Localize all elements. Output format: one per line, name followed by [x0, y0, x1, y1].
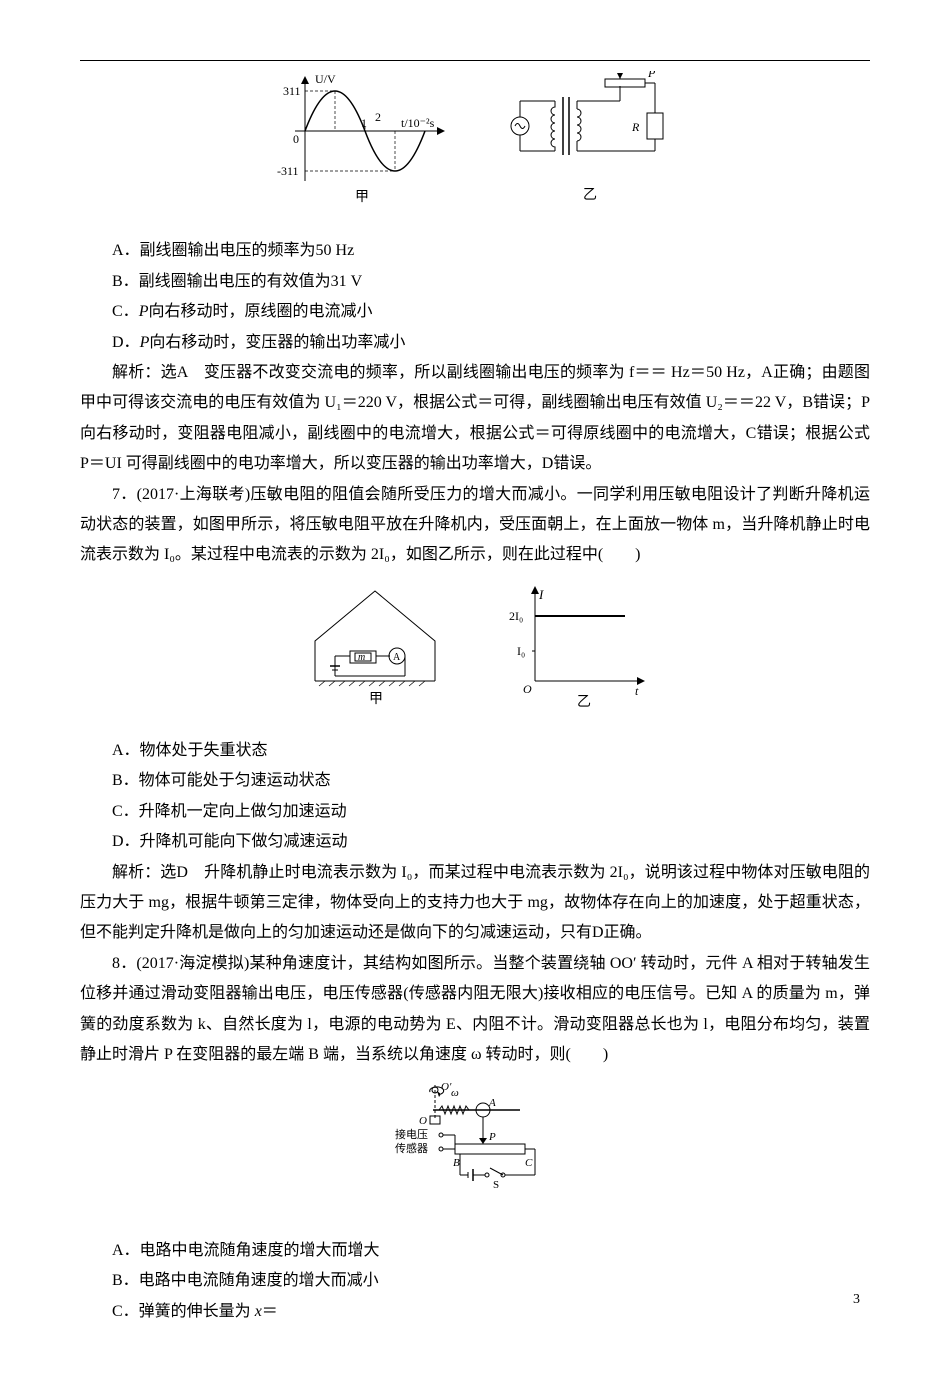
page-number: 3	[853, 1287, 860, 1314]
q8-optB: B．电路中电流随角速度的增大而减小	[80, 1266, 870, 1296]
q7-A: A	[393, 652, 401, 663]
fig1-cap: 甲	[355, 190, 369, 205]
optD-var: P	[140, 334, 150, 351]
q8-optC: C．弹簧的伸长量为 x＝	[80, 1297, 870, 1327]
q8-optC-pre: C．弹簧的伸长量为	[112, 1303, 255, 1320]
q6-figure-row: U/V 311 0 -311 1 2 t/10⁻²s 甲	[80, 71, 870, 222]
q7-cap1: 甲	[369, 692, 383, 707]
q6-optD: D．P向右移动时，变压器的输出功率减小	[80, 328, 870, 358]
optC-pre: C．	[112, 303, 139, 320]
q8-P: P	[488, 1131, 496, 1143]
xtick2: 2	[375, 110, 381, 124]
q7-figure-circuit: m A 甲	[295, 581, 455, 722]
q8-S: S	[493, 1179, 499, 1191]
q7-optB: B．物体可能处于匀速运动状态	[80, 766, 870, 796]
q7-explain: 解析：选D 升降机静止时电流表示数为 I₀，而某过程中电流表示数为 2I₀，说明…	[80, 858, 870, 949]
q8-O: O	[419, 1115, 427, 1127]
label-R: R	[631, 120, 640, 134]
ymax: 311	[283, 84, 301, 98]
q8-sensor2: 传感器	[395, 1142, 428, 1155]
optD-pre: D．	[112, 334, 140, 351]
q7-2I0: 2I₀	[509, 609, 523, 623]
optC-post: 向右移动时，原线圈的电流减小	[148, 303, 372, 320]
optC-var: P	[139, 303, 149, 320]
q8-sensor1: 接电压	[395, 1128, 428, 1141]
q8-B: B	[453, 1157, 460, 1169]
q7-figure-row: m A 甲 I 2I₀ I₀ O t 乙	[80, 581, 870, 722]
yzero: 0	[293, 132, 299, 146]
q7-m: m	[358, 652, 365, 663]
q8-C: C	[525, 1157, 533, 1169]
q7-I0: I₀	[517, 644, 525, 658]
xaxis-label: t/10⁻²s	[401, 116, 435, 130]
q8-stem: 8．(2017·海淀模拟)某种角速度计，其结构如图所示。当整个装置绕轴 OO′ …	[80, 949, 870, 1071]
q8-omega: ω	[451, 1087, 459, 1099]
q7-optD: D．升降机可能向下做匀减速运动	[80, 827, 870, 857]
q7-O: O	[523, 682, 532, 696]
q8-figure-row: O′ ω A O P B C	[80, 1080, 870, 1221]
q6-optB: B．副线圈输出电压的有效值为31 V	[80, 267, 870, 297]
q7-I: I	[538, 587, 544, 602]
q8-figure: O′ ω A O P B C	[375, 1080, 575, 1221]
yaxis-label: U/V	[315, 72, 336, 86]
q6-optC: C．P向右移动时，原线圈的电流减小	[80, 297, 870, 327]
q6-optA: A．副线圈输出电压的频率为50 Hz	[80, 236, 870, 266]
fig1-cap2: 乙	[583, 187, 597, 203]
q7-cap2: 乙	[577, 694, 591, 710]
q6-explain: 解析：选A 变压器不改变交流电的频率，所以副线圈输出电压的频率为 f＝＝ Hz＝…	[80, 358, 870, 480]
label-P: P	[647, 71, 656, 80]
ymin: -311	[277, 164, 299, 178]
optD-post: 向右移动时，变压器的输出功率减小	[149, 334, 405, 351]
q8-optC-var: x	[255, 1303, 262, 1320]
q7-optC: C．升降机一定向上做匀加速运动	[80, 797, 870, 827]
q8-A: A	[488, 1097, 496, 1109]
q8-optA: A．电路中电流随角速度的增大而增大	[80, 1236, 870, 1266]
q7-t: t	[635, 684, 639, 698]
q8-optC-post: ＝	[262, 1303, 278, 1320]
q7-stem: 7．(2017·上海联考)压敏电阻的阻值会随所受压力的增大而减小。一同学利用压敏…	[80, 480, 870, 571]
q6-figure-transformer: P R 乙	[505, 71, 675, 222]
xtick1: 1	[361, 116, 367, 130]
q6-figure-waveform: U/V 311 0 -311 1 2 t/10⁻²s 甲	[275, 71, 455, 222]
q7-figure-graph: I 2I₀ I₀ O t 乙	[505, 581, 655, 722]
top-rule	[80, 60, 870, 61]
q7-optA: A．物体处于失重状态	[80, 736, 870, 766]
